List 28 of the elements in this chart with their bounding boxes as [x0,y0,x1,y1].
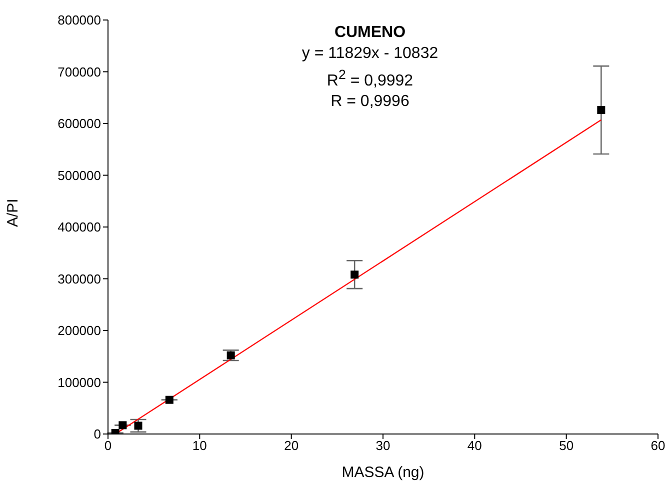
y-tick-label: 0 [94,426,101,442]
x-axis-title: MASSA (ng) [342,464,424,481]
point [165,396,174,404]
x-tick-label: 20 [284,438,299,454]
y-tick-label: 300000 [58,271,101,286]
point [134,422,142,430]
y-tick-label: 100000 [58,374,101,390]
y-tick-label: 600000 [58,116,101,132]
y-tick-label: 200000 [58,323,101,338]
y-tick-label: 800000 [58,12,101,28]
y-tick-label: 700000 [58,64,101,80]
x-tick-label: 30 [376,438,390,454]
annotation: R$^{2}$ = 0,9992 [326,66,414,92]
x-tick-label: 10 [192,438,207,454]
x-tick-label: 40 [467,438,482,454]
x-tick-label: 60 [650,438,666,454]
annotation: y = 11829x - 10832 [300,44,440,64]
y-axis-title: A/PI [4,198,22,227]
x-tick-label: 0 [104,438,112,454]
point [597,106,606,114]
annotation: R = 0,9996 [330,92,410,112]
y-tick-label: 400000 [58,220,101,235]
point [350,270,359,279]
chart-title: CUMENO [333,23,407,43]
y-tick-label: 500000 [58,168,101,183]
point [118,421,127,430]
point [226,351,235,360]
x-tick-label: 50 [559,438,574,454]
